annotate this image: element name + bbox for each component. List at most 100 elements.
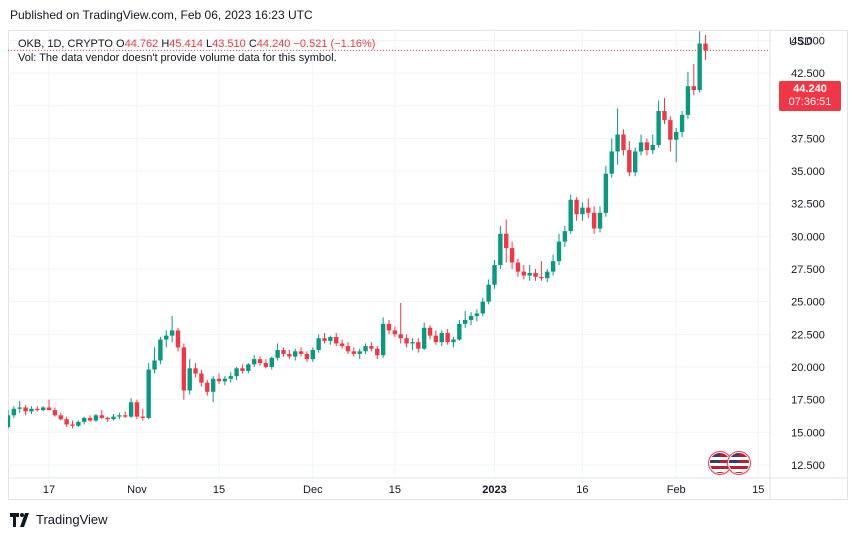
candle-body [644, 142, 650, 151]
candle-body [146, 369, 151, 418]
candle-body [269, 357, 274, 367]
y-tick-label: 37.500 [791, 133, 825, 145]
candle-body [46, 407, 52, 411]
candle-body [345, 346, 351, 352]
chart-frame [8, 30, 848, 500]
y-tick-label: 32.500 [791, 199, 825, 211]
x-tick-label: 15 [213, 484, 225, 496]
candle-body [433, 335, 439, 343]
candle-body [539, 276, 544, 279]
brand-name: TradingView [36, 512, 108, 527]
y-tick-label: 12.500 [791, 460, 825, 472]
candle-body [35, 408, 40, 411]
candle-body [474, 313, 480, 317]
candle-body [152, 360, 157, 370]
candle-body [369, 346, 374, 349]
candle-body [357, 351, 362, 354]
candle-body [463, 319, 468, 324]
y-tick-label: 15.000 [791, 427, 825, 439]
published-caption: Published on TradingView.com, Feb 06, 20… [10, 8, 313, 22]
candle-body [240, 368, 245, 371]
candle-body [421, 327, 427, 349]
candle-body [363, 346, 368, 352]
candles [8, 31, 708, 429]
us-flag-icon[interactable] [728, 452, 750, 474]
candle-body [23, 407, 28, 412]
candle-body [533, 272, 538, 277]
candle-body [527, 272, 532, 276]
candle-body [632, 151, 638, 173]
candle-body [158, 339, 163, 361]
candle-body [246, 364, 251, 371]
y-tick-label: 35.000 [791, 166, 825, 178]
candle-body [679, 114, 685, 132]
candle-body [310, 350, 315, 360]
tradingview-logo-icon [10, 512, 29, 527]
candle-body [82, 417, 87, 422]
x-tick-label: 17 [43, 484, 55, 496]
low-label: L [205, 38, 213, 50]
candle-body [562, 231, 568, 242]
candle-body [351, 351, 357, 354]
high-value: 45.414 [169, 38, 203, 50]
candle-body [392, 330, 398, 335]
candle-body [128, 402, 134, 417]
candle-body [328, 336, 333, 341]
top-bar: Published on TradingView.com, Feb 06, 20… [0, 0, 856, 30]
candle-body [11, 408, 17, 416]
candle-body [662, 110, 667, 121]
currency-label[interactable]: USD [789, 36, 813, 48]
last-price-value: 44.240 [793, 83, 827, 95]
candle-body [316, 338, 321, 350]
candle-body [228, 376, 233, 379]
candle-body [87, 417, 93, 421]
chart-legend: OKB, 1D, CRYPTO O44.762 H45.414 L43.510 … [18, 36, 375, 52]
candle-body [603, 173, 609, 213]
grid-lines [8, 30, 770, 478]
candle-body [416, 342, 421, 349]
y-tick-label: 20.000 [791, 362, 825, 374]
candle-body [375, 348, 380, 356]
symbol-label[interactable]: OKB, 1D, CRYPTO [18, 38, 113, 50]
candle-body [627, 150, 632, 173]
high-label: H [161, 38, 170, 50]
candle-body [586, 207, 591, 213]
x-tick-label: Feb [667, 484, 686, 496]
candle-body [140, 416, 146, 418]
candle-body [691, 86, 696, 91]
bar-countdown: 07:36:51 [788, 96, 832, 108]
candle-body [427, 327, 433, 336]
x-tick-label: 15 [389, 484, 401, 496]
candle-body [451, 339, 456, 343]
candle-body [8, 415, 11, 428]
candle-body [457, 323, 462, 340]
open-value: 44.762 [124, 38, 159, 50]
footer-brand[interactable]: TradingView [10, 512, 108, 527]
candlestick-chart[interactable]: 12.500 15.000 17.500 20.000 22.500 25.000 27.5… [8, 30, 848, 500]
candle-body [216, 378, 222, 382]
x-tick-label: Dec [303, 484, 323, 496]
candle-body [164, 335, 169, 340]
candle-body [29, 408, 34, 412]
candle-body [574, 199, 579, 215]
candle-body [17, 407, 22, 409]
candle-body [556, 241, 562, 262]
candle-body [591, 212, 597, 229]
close-label: C [248, 38, 257, 50]
candle-body [621, 134, 626, 151]
candle-body [199, 373, 204, 383]
candle-body [697, 43, 702, 91]
low-value: 43.510 [212, 38, 246, 50]
y-tick-label: 17.500 [791, 395, 825, 407]
candle-body [205, 382, 210, 392]
candle-body [398, 334, 403, 339]
candle-body [187, 368, 192, 391]
candle-body [498, 233, 503, 266]
candle-body [257, 359, 263, 364]
change-value: −0.521 (−1.16%) [293, 38, 376, 50]
candle-body [263, 363, 269, 367]
candle-body [668, 120, 673, 140]
last-price-tag: 44.240 07:36:51 [779, 81, 841, 111]
candle-body [380, 323, 386, 356]
candle-body [609, 151, 614, 174]
